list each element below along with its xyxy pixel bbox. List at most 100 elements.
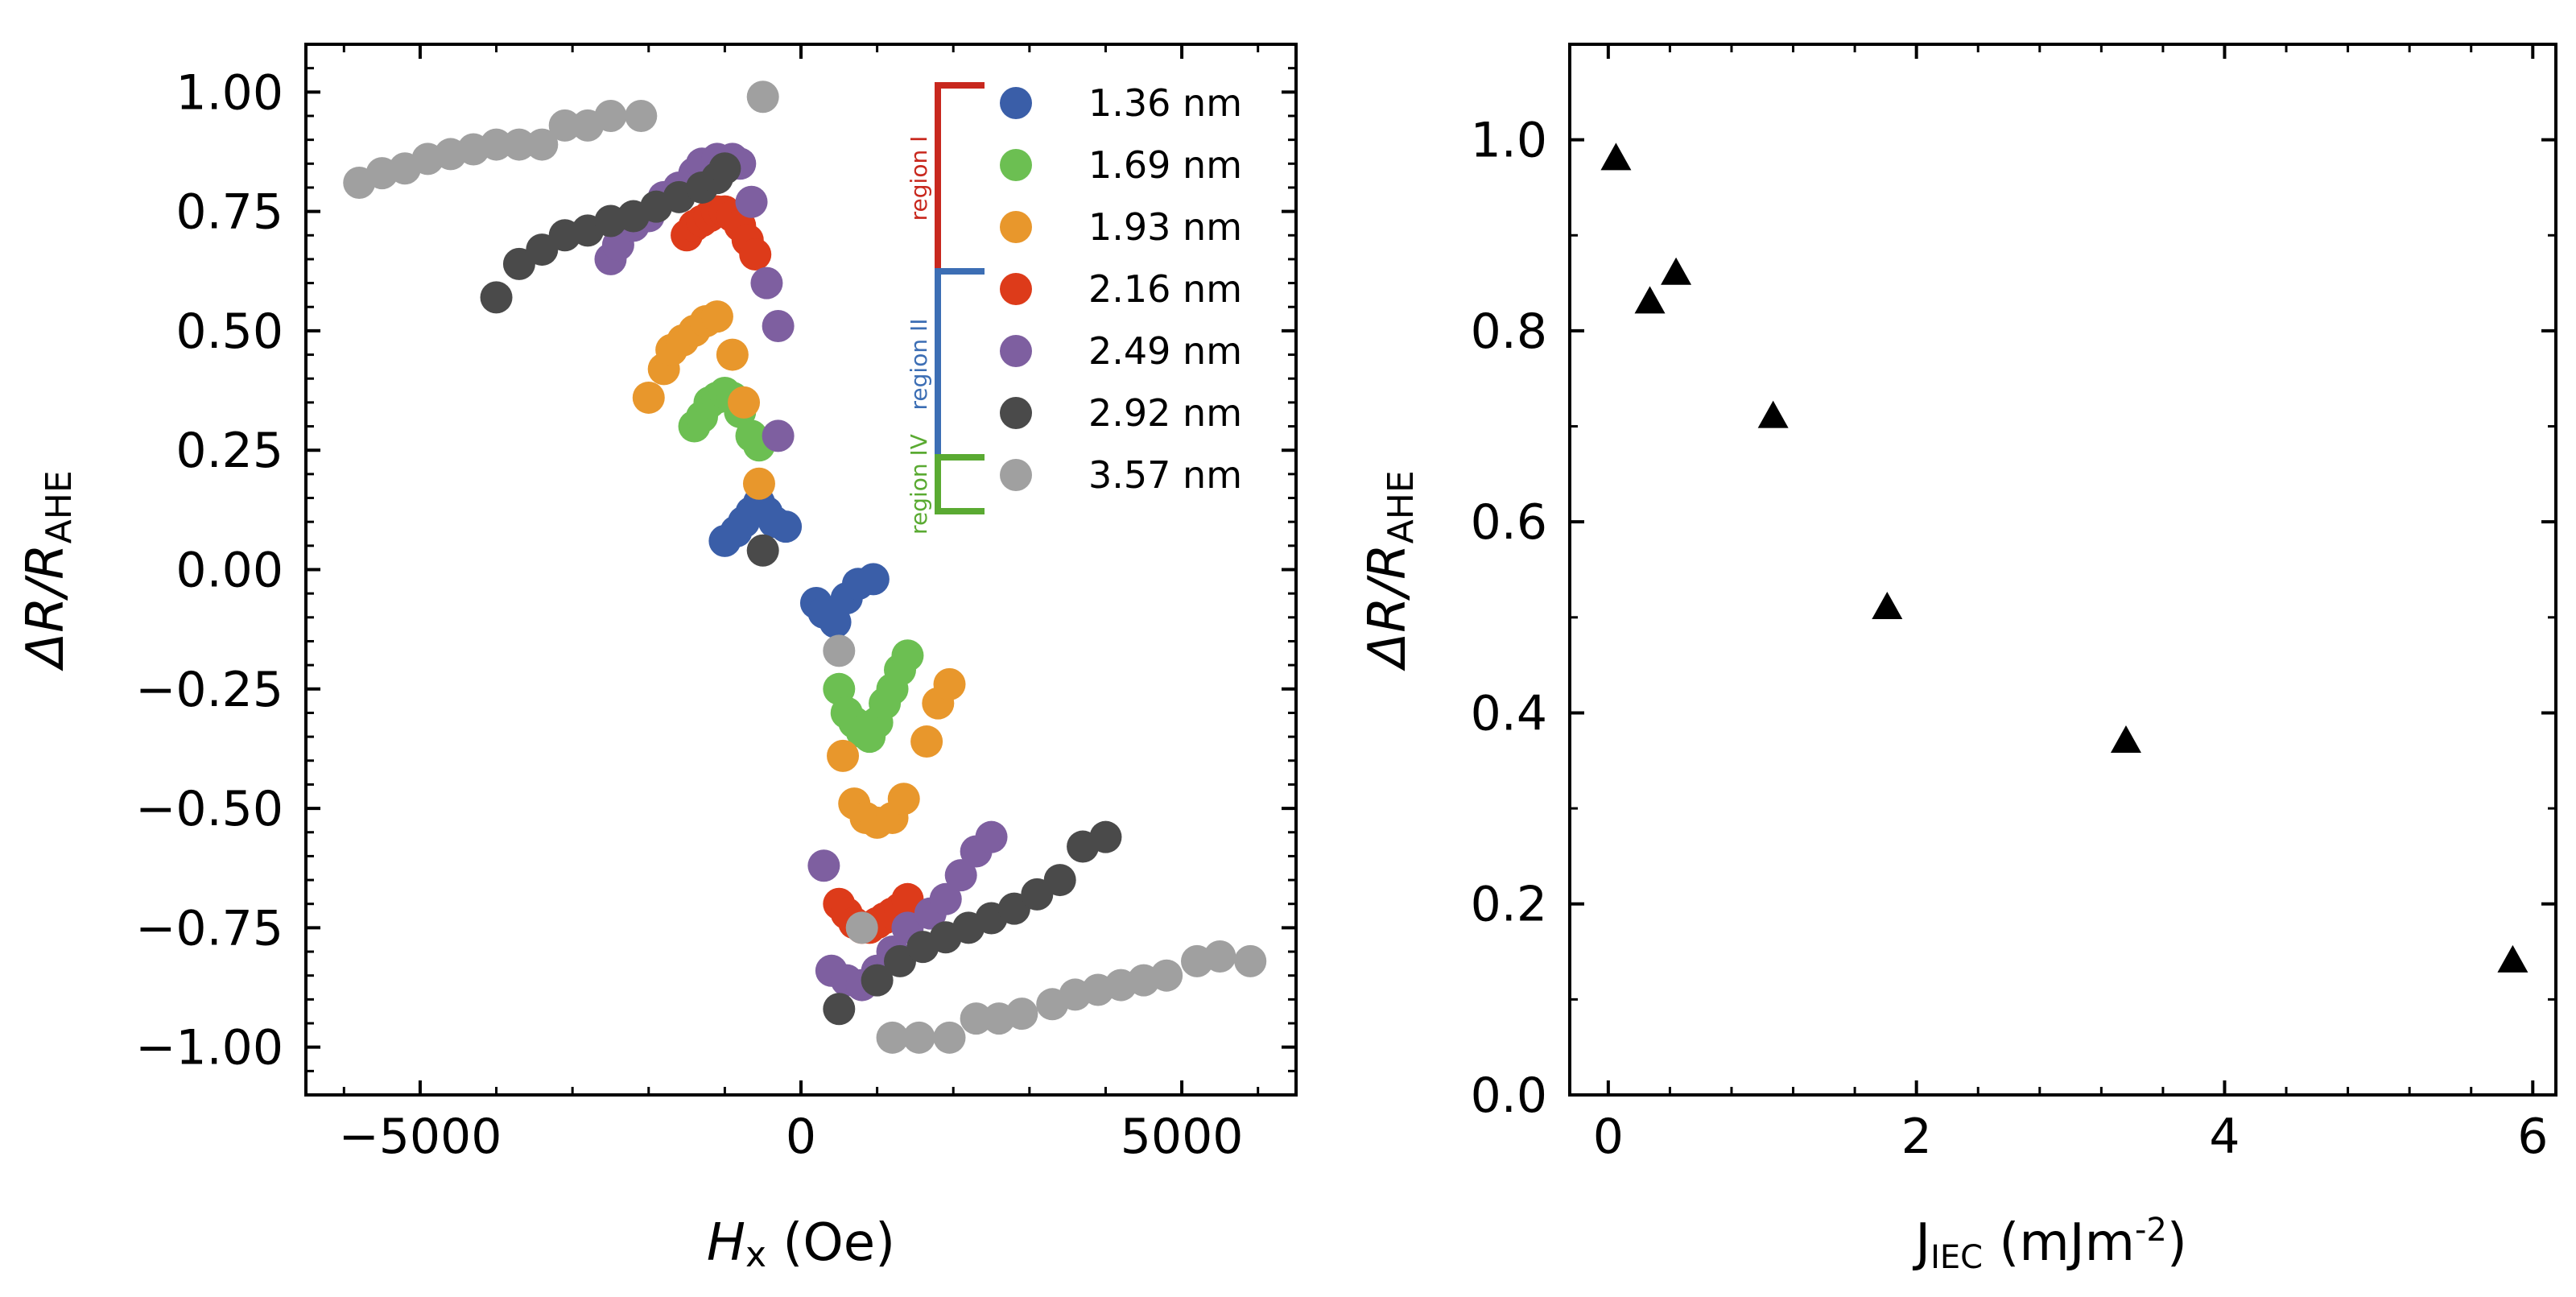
data-point-0-2-18: [933, 667, 966, 700]
legend-label-6: 3.57 nm: [1088, 453, 1242, 497]
y-tick-label-0-1: 0.75: [175, 184, 283, 241]
data-point-0-0-13: [857, 563, 890, 596]
data-point-0-5-11: [708, 152, 741, 185]
y-tick-label-0-0: 1.00: [175, 64, 283, 121]
data-point-0-6-12: [625, 99, 658, 132]
data-point-0-2-16: [910, 725, 943, 758]
right-ylabel: ΔR/RAHE: [1358, 470, 1422, 671]
data-point-0-1-18: [891, 639, 924, 672]
right-chart: 0 2 4 6 0.0 0.2 0.4 0.6 0.8 1.0 JIEC (mJm-2) ΔR/R…: [1358, 43, 2557, 1276]
y-tick-label-0-6: −0.50: [135, 781, 283, 837]
data-point-0-6-11: [594, 99, 627, 132]
legend-label-0: 1.36 nm: [1088, 81, 1242, 125]
data-point-1-0-1: [1634, 286, 1666, 314]
y-tick-label-0-4: 0.00: [175, 543, 283, 599]
left-chart-points: [343, 81, 1267, 1054]
region-label-2: region IV: [906, 434, 932, 535]
legend-label-5: 2.92 nm: [1088, 391, 1242, 435]
data-point-0-6-7: [502, 128, 535, 161]
data-point-1-0-4: [1872, 591, 1903, 619]
data-point-0-5-13: [823, 993, 856, 1026]
y-tick-label-1-2: 0.4: [1471, 685, 1547, 741]
legend-marker-6: [1000, 459, 1032, 491]
data-point-0-6-14: [823, 634, 856, 667]
legend-label-4: 2.49 nm: [1088, 329, 1242, 373]
data-point-0-6-19: [960, 1002, 993, 1035]
data-point-0-2-10: [827, 739, 860, 772]
region-bracket-0: [935, 82, 985, 275]
data-point-0-6-6: [480, 128, 513, 161]
region-label-0: region I: [906, 136, 932, 221]
legend-marker-1: [1000, 149, 1032, 181]
legend-label-1: 1.69 nm: [1088, 143, 1242, 187]
region-label-1: region II: [906, 319, 932, 411]
x-tick-label-1-1: 2: [1901, 1109, 1932, 1165]
region-bracket-2: [935, 454, 985, 514]
x-tick-label-0-2: 5000: [1121, 1109, 1244, 1165]
x-tick-label-1-3: 6: [2517, 1109, 2548, 1165]
data-point-0-5-22: [1043, 864, 1076, 897]
data-point-0-6-9: [548, 109, 581, 142]
data-point-0-0-7: [770, 510, 803, 543]
x-tick-label-1-0: 0: [1593, 1109, 1624, 1165]
data-point-1-0-6: [2497, 944, 2529, 973]
x-tick-label-0-0: −5000: [338, 1109, 502, 1165]
data-point-0-2-6: [700, 300, 733, 333]
data-point-0-4-15: [807, 849, 840, 882]
x-tick-label-1-2: 4: [2209, 1109, 2240, 1165]
data-point-0-6-13: [746, 81, 779, 114]
y-tick-label-1-3: 0.6: [1471, 494, 1547, 551]
data-point-0-4-24: [944, 859, 977, 892]
legend-label-3: 2.16 nm: [1088, 267, 1242, 311]
legend-marker-0: [1000, 87, 1032, 119]
region-brackets: region I region II region IV: [906, 82, 985, 535]
data-point-0-4-12: [750, 266, 783, 299]
data-point-0-4-11: [735, 185, 768, 218]
data-point-0-6-30: [1234, 944, 1267, 977]
data-point-0-6-16: [876, 1021, 909, 1054]
data-point-1-0-2: [1661, 257, 1692, 285]
data-point-1-0-3: [1757, 400, 1789, 428]
data-point-0-0-10: [819, 605, 852, 638]
data-point-0-2-0: [632, 381, 665, 414]
y-tick-label-0-7: −0.75: [135, 900, 283, 956]
data-point-0-6-21: [1005, 998, 1038, 1031]
y-tick-label-1-4: 0.8: [1471, 304, 1547, 360]
right-chart-ticks: 0 2 4 6 0.0 0.2 0.4 0.6 0.8 1.0: [1471, 43, 2556, 1165]
data-point-0-6-8: [526, 128, 559, 161]
x-tick-label-0-1: 0: [786, 1109, 816, 1165]
left-chart: −5000 0 5000 1.00 0.75 0.50 0.25 0.00 −0.25 −0.50…: [16, 43, 1298, 1275]
y-tick-label-0-5: −0.25: [135, 662, 283, 718]
right-chart-frame: [1568, 43, 2557, 1097]
legend-marker-3: [1000, 273, 1032, 305]
data-point-1-0-5: [2110, 725, 2141, 754]
data-point-0-2-8: [728, 386, 761, 419]
left-ylabel: ΔR/RAHE: [16, 470, 80, 671]
data-point-1-0-0: [1600, 143, 1632, 171]
data-point-0-6-15: [845, 911, 878, 944]
data-point-0-2-15: [887, 783, 920, 816]
data-point-0-6-18: [933, 1021, 966, 1054]
data-point-0-5-0: [480, 281, 513, 314]
legend-marker-2: [1000, 211, 1032, 243]
legend-label-2: 1.93 nm: [1088, 205, 1242, 249]
legend: 1.36 nm 1.69 nm 1.93 nm 2.16 nm 2.49 nm 2.92 …: [1000, 81, 1242, 497]
y-tick-label-0-3: 0.25: [175, 423, 283, 479]
data-point-0-5-14: [861, 964, 894, 997]
y-tick-label-1-0: 0.0: [1471, 1068, 1547, 1124]
data-point-0-4-14: [762, 419, 795, 452]
legend-marker-4: [1000, 335, 1032, 367]
data-point-0-6-29: [1203, 940, 1236, 973]
data-point-0-4-26: [975, 820, 1008, 853]
y-tick-label-1-5: 1.0: [1471, 113, 1547, 169]
data-point-0-6-27: [1150, 959, 1183, 992]
left-chart-frame: [304, 43, 1298, 1097]
right-chart-points: [1600, 143, 2529, 973]
data-point-0-2-7: [716, 338, 749, 371]
data-point-0-2-9: [742, 467, 775, 500]
legend-marker-5: [1000, 397, 1032, 429]
y-tick-label-0-2: 0.50: [175, 304, 283, 360]
data-point-0-4-23: [929, 882, 962, 915]
data-point-0-5-12: [746, 534, 779, 567]
